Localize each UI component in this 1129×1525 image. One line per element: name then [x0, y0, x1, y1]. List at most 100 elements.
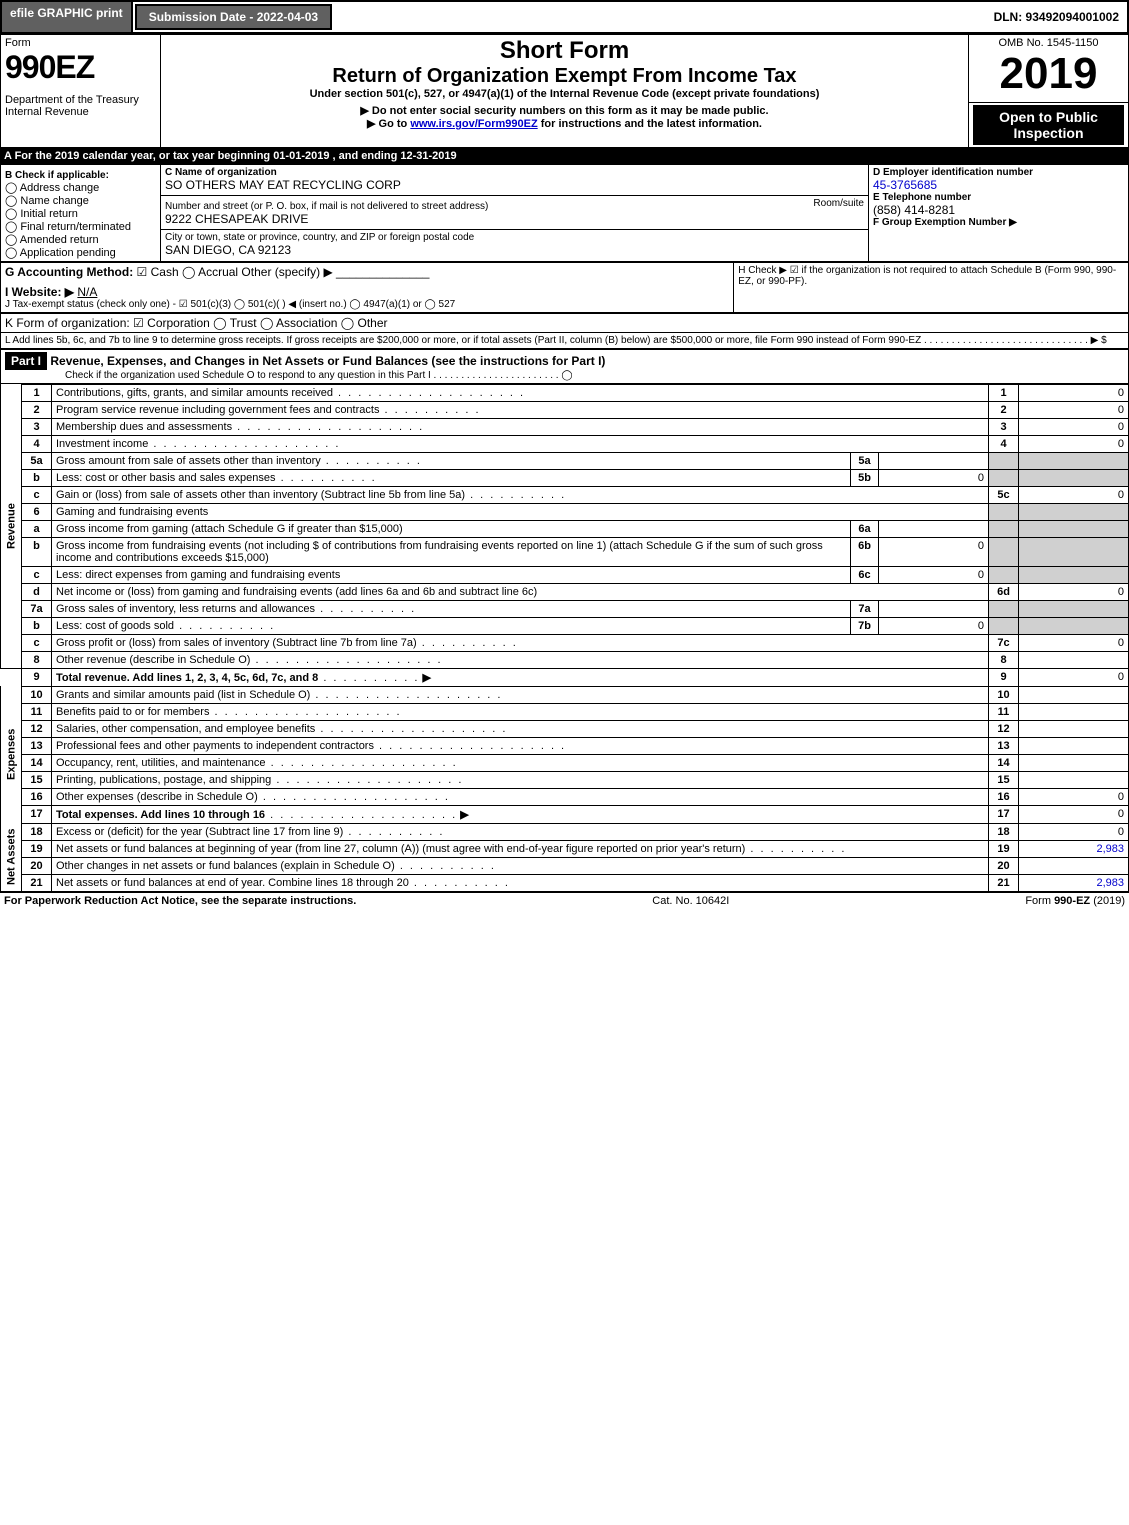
chk-name-change[interactable]: ◯ Name change [5, 194, 156, 207]
open-public-badge: Open to Public Inspection [973, 105, 1124, 145]
part1-badge: Part I [5, 352, 47, 370]
line-4-text: Investment income [56, 438, 148, 450]
line-4-col: 4 [989, 435, 1019, 452]
room-label: Room/suite [813, 198, 864, 209]
website-value: N/A [77, 285, 97, 299]
line-5a-subval [879, 452, 989, 469]
chk-final-return[interactable]: ◯ Final return/terminated [5, 220, 156, 233]
grey-6 [989, 503, 1019, 520]
grey-6c [989, 566, 1019, 583]
line-19-text: Net assets or fund balances at beginning… [56, 843, 745, 855]
line-10-num: 10 [22, 686, 52, 703]
line-9-col: 9 [989, 668, 1019, 686]
line-3-col: 3 [989, 418, 1019, 435]
line-6b-num: b [22, 537, 52, 566]
line-6a-subval [879, 520, 989, 537]
line-8-num: 8 [22, 651, 52, 668]
org-name: SO OTHERS MAY EAT RECYCLING CORP [165, 178, 864, 192]
line-7b-num: b [22, 617, 52, 634]
line-6c-sub: 6c [851, 566, 879, 583]
line-12-num: 12 [22, 720, 52, 737]
line-20-text: Other changes in net assets or fund bala… [56, 860, 395, 872]
line-16-text: Other expenses (describe in Schedule O) [56, 791, 258, 803]
line-21-val: 2,983 [1019, 874, 1129, 891]
line-12-text: Salaries, other compensation, and employ… [56, 723, 315, 735]
section-j-line[interactable]: J Tax-exempt status (check only one) - ☑… [5, 299, 729, 310]
line-16-val: 0 [1019, 788, 1129, 805]
line-14-col: 14 [989, 754, 1019, 771]
line-13-val [1019, 737, 1129, 754]
section-k-line[interactable]: K Form of organization: ☑ Corporation ◯ … [1, 313, 1129, 332]
grey-6b [989, 537, 1019, 566]
line-6b-sub: 6b [851, 537, 879, 566]
line-6d-text: Net income or (loss) from gaming and fun… [56, 586, 537, 598]
chk-initial-return[interactable]: ◯ Initial return [5, 207, 156, 220]
line-16-col: 16 [989, 788, 1019, 805]
street-value: 9222 CHESAPEAK DRIVE [165, 212, 864, 226]
lines-table: Revenue 1 Contributions, gifts, grants, … [0, 384, 1129, 892]
chk-application-pending[interactable]: ◯ Application pending [5, 246, 156, 259]
line-7b-subval: 0 [879, 617, 989, 634]
goto-suffix: for instructions and the latest informat… [538, 118, 762, 130]
part1-header: Part I Revenue, Expenses, and Changes in… [0, 349, 1129, 384]
expenses-section-label: Expenses [1, 686, 22, 823]
line-4-num: 4 [22, 435, 52, 452]
line-18-col: 18 [989, 823, 1019, 840]
line-6c-num: c [22, 566, 52, 583]
line-8-text: Other revenue (describe in Schedule O) [56, 654, 250, 666]
line-10-col: 10 [989, 686, 1019, 703]
top-bar-left: efile GRAPHIC print Submission Date - 20… [2, 2, 334, 32]
line-7b-text: Less: cost of goods sold [56, 620, 174, 632]
line-7c-text: Gross profit or (loss) from sales of inv… [56, 637, 417, 649]
line-17-col: 17 [989, 805, 1019, 823]
grey-6a-val [1019, 520, 1129, 537]
line-19-col: 19 [989, 840, 1019, 857]
line-7a-text: Gross sales of inventory, less returns a… [56, 603, 315, 615]
line-18-val: 0 [1019, 823, 1129, 840]
part1-check-line[interactable]: Check if the organization used Schedule … [5, 370, 1124, 381]
chk-address-change[interactable]: ◯ Address change [5, 181, 156, 194]
line-6a-text: Gross income from gaming (attach Schedul… [56, 523, 403, 535]
line-8-col: 8 [989, 651, 1019, 668]
footer-left: For Paperwork Reduction Act Notice, see … [4, 895, 356, 907]
line-5b-subval: 0 [879, 469, 989, 486]
form-header-table: Form 990EZ Department of the Treasury In… [0, 34, 1129, 148]
line-9-num: 9 [22, 668, 52, 686]
grey-7a-val [1019, 600, 1129, 617]
efile-print-button[interactable]: efile GRAPHIC print [2, 2, 133, 32]
line-17-num: 17 [22, 805, 52, 823]
section-g-label: G Accounting Method: [5, 265, 133, 279]
instructions-link[interactable]: www.irs.gov/Form990EZ [410, 118, 537, 130]
line-2-val: 0 [1019, 401, 1129, 418]
accounting-method-options[interactable]: ☑ Cash ◯ Accrual Other (specify) ▶ [137, 265, 333, 279]
line-6b-text: Gross income from fundraising events (no… [56, 540, 823, 564]
line-4-val: 0 [1019, 435, 1129, 452]
line-12-val [1019, 720, 1129, 737]
part1-title: Revenue, Expenses, and Changes in Net As… [50, 354, 605, 368]
line-6d-val: 0 [1019, 583, 1129, 600]
line-20-val [1019, 857, 1129, 874]
dept-treasury: Department of the Treasury [5, 94, 156, 106]
street-label: Number and street (or P. O. box, if mail… [165, 201, 488, 212]
form-number: 990EZ [5, 49, 156, 86]
line-9-arrow: ▶ [422, 672, 430, 684]
g-h-table: G Accounting Method: ☑ Cash ◯ Accrual Ot… [0, 262, 1129, 313]
goto-prefix: ▶ Go to [367, 118, 410, 130]
section-f-label: F Group Exemption Number ▶ [873, 217, 1124, 228]
line-7b-sub: 7b [851, 617, 879, 634]
line-7c-col: 7c [989, 634, 1019, 651]
line-9-val: 0 [1019, 668, 1129, 686]
line-6a-sub: 6a [851, 520, 879, 537]
line-6c-subval: 0 [879, 566, 989, 583]
top-bar: efile GRAPHIC print Submission Date - 20… [0, 0, 1129, 34]
line-5a-num: 5a [22, 452, 52, 469]
line-11-num: 11 [22, 703, 52, 720]
line-21-text: Net assets or fund balances at end of ye… [56, 877, 409, 889]
chk-amended-return[interactable]: ◯ Amended return [5, 233, 156, 246]
grey-6-val [1019, 503, 1129, 520]
line-15-num: 15 [22, 771, 52, 788]
line-8-val [1019, 651, 1129, 668]
line-1-text: Contributions, gifts, grants, and simila… [56, 387, 333, 399]
section-h-line[interactable]: H Check ▶ ☑ if the organization is not r… [738, 265, 1124, 287]
line-5c-val: 0 [1019, 486, 1129, 503]
